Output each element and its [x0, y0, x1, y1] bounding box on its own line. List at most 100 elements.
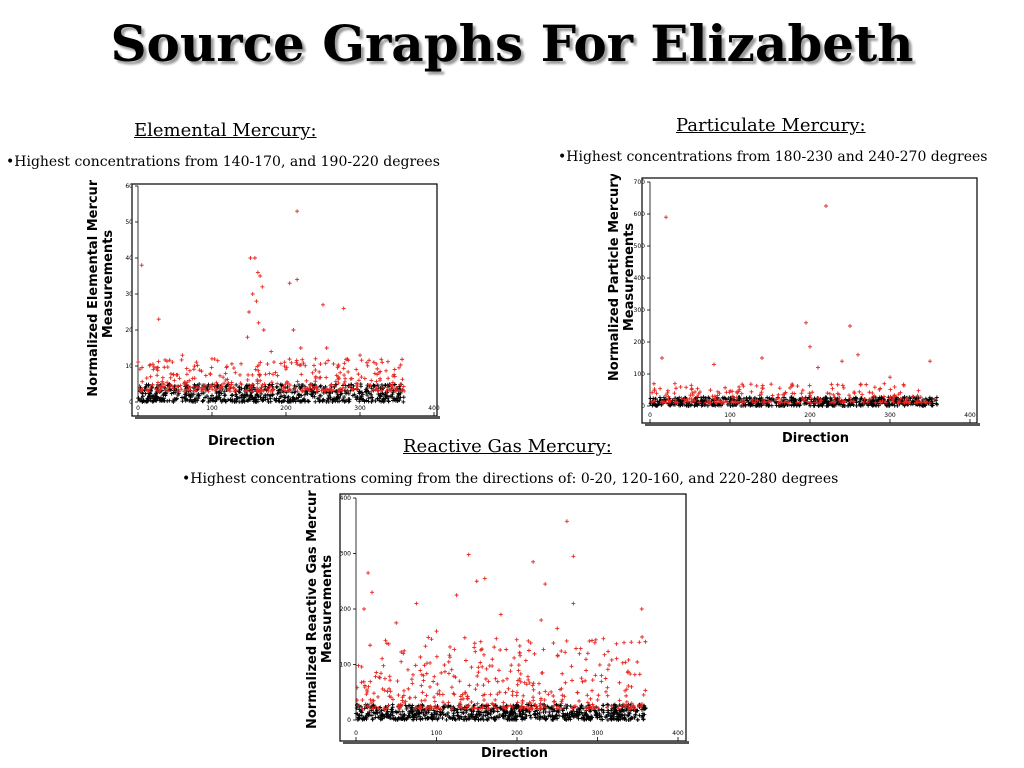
high-point: [533, 702, 538, 707]
high-point: [165, 365, 170, 370]
high-point: [516, 663, 521, 668]
high-point: [524, 704, 529, 709]
high-point: [805, 399, 810, 404]
high-point: [643, 639, 648, 644]
high-point: [214, 380, 219, 385]
high-point: [673, 397, 678, 402]
high-point: [631, 703, 636, 708]
low-point: [450, 717, 455, 722]
low-point: [620, 707, 625, 712]
high-point: [678, 384, 683, 389]
high-point: [898, 390, 903, 395]
high-point: [808, 400, 813, 405]
low-point: [378, 393, 383, 398]
x-tick-label: 200: [804, 412, 816, 419]
outlier-point: [362, 607, 367, 611]
high-point: [816, 396, 821, 401]
high-point: [413, 663, 418, 668]
low-point: [730, 403, 735, 408]
elemental-y-label-line2: Measurements: [101, 229, 116, 339]
low-point: [222, 389, 227, 394]
low-point: [520, 712, 525, 717]
high-point: [137, 383, 142, 388]
elemental-heading: Elemental Mercury:: [134, 120, 317, 141]
low-point: [574, 713, 579, 718]
high-point: [689, 383, 694, 388]
high-point: [563, 680, 568, 685]
high-point: [160, 379, 165, 384]
high-point: [465, 694, 470, 699]
low-point: [276, 390, 281, 395]
low-point: [503, 710, 508, 715]
high-point: [544, 705, 549, 710]
low-point: [426, 710, 431, 715]
high-point: [505, 676, 510, 681]
high-point: [815, 400, 820, 405]
high-point: [245, 377, 250, 382]
high-point: [140, 365, 145, 370]
high-point: [605, 693, 610, 698]
particulate-note: •Highest concentrations from 180-230 and…: [558, 149, 988, 165]
low-point: [263, 384, 268, 389]
low-point: [195, 398, 200, 403]
elemental-note: •Highest concentrations from 140-170, an…: [6, 154, 440, 170]
high-point: [271, 372, 276, 377]
low-point: [895, 403, 900, 408]
outlier-point: [254, 299, 259, 304]
low-point: [259, 391, 264, 396]
high-point: [537, 703, 542, 708]
high-point: [388, 678, 393, 683]
low-point: [766, 403, 771, 408]
low-point: [230, 392, 235, 397]
low-point: [769, 397, 774, 402]
high-point: [629, 701, 634, 706]
high-point: [858, 382, 863, 387]
high-point: [466, 703, 471, 708]
high-point: [539, 671, 544, 676]
high-point: [272, 360, 277, 365]
high-point: [617, 680, 622, 685]
low-point: [206, 396, 211, 401]
low-point: [657, 395, 662, 400]
high-point: [609, 657, 614, 662]
low-point: [759, 403, 764, 408]
high-point: [495, 692, 500, 697]
outlier-point: [269, 349, 274, 354]
high-point: [275, 381, 280, 386]
high-point: [427, 705, 432, 710]
low-point: [582, 713, 587, 718]
low-point: [249, 393, 254, 398]
low-point: [296, 393, 301, 398]
y-tick-label: 200: [340, 606, 352, 613]
low-point: [847, 402, 852, 407]
high-point: [892, 394, 897, 399]
low-point: [783, 397, 788, 402]
high-point: [423, 644, 428, 649]
high-point: [449, 685, 454, 690]
high-point: [196, 385, 201, 390]
high-point: [436, 705, 441, 710]
low-point: [244, 398, 249, 403]
high-point: [542, 697, 547, 702]
high-point: [551, 699, 556, 704]
outlier-point: [760, 356, 764, 360]
high-point: [360, 698, 365, 703]
high-point: [223, 371, 228, 376]
high-point: [376, 370, 381, 375]
high-point: [590, 702, 595, 707]
low-point: [857, 399, 862, 404]
high-point: [596, 693, 601, 698]
high-point: [175, 384, 180, 389]
low-point: [140, 394, 145, 399]
high-point: [259, 385, 264, 390]
low-point: [277, 399, 282, 404]
high-point: [538, 701, 543, 706]
high-point: [227, 386, 232, 391]
high-point: [350, 386, 355, 391]
high-point: [903, 399, 908, 404]
low-point: [577, 709, 582, 714]
low-point: [445, 710, 450, 715]
high-point: [715, 389, 720, 394]
high-point: [623, 660, 628, 665]
high-point: [629, 640, 634, 645]
